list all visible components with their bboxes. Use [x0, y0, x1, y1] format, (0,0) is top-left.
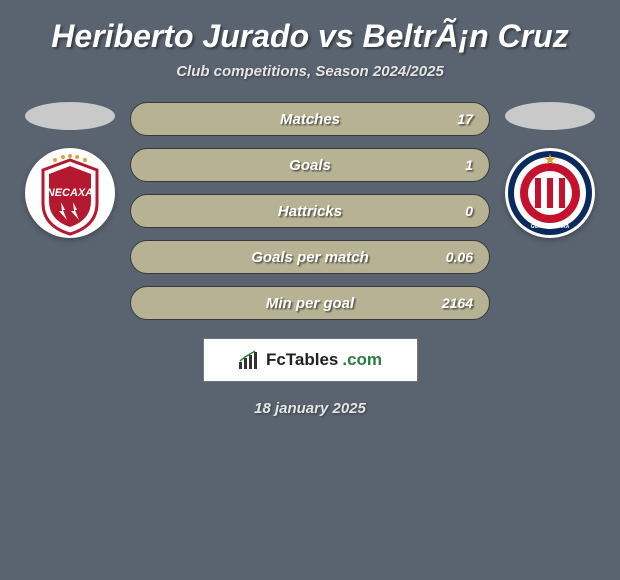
right-club-badge: GUADALAJARA — [505, 148, 595, 238]
brand-suffix: .com — [342, 350, 382, 370]
brand-name: FcTables — [266, 350, 338, 370]
stat-label: Goals per match — [251, 249, 369, 266]
stat-value-right: 0 — [465, 203, 473, 219]
stat-value-right: 17 — [457, 111, 473, 127]
date-line: 18 january 2025 — [10, 382, 610, 417]
left-player-column: NECAXA — [20, 102, 120, 238]
subtitle: Club competitions, Season 2024/2025 — [10, 63, 610, 102]
left-player-placeholder — [25, 102, 115, 130]
stat-bar-goals-per-match: Goals per match 0.06 — [130, 240, 490, 274]
stat-label: Min per goal — [266, 295, 354, 312]
page-title: Heriberto Jurado vs BeltrÃ¡n Cruz — [10, 0, 610, 63]
stat-label: Matches — [280, 111, 340, 128]
stats-column: Matches 17 Goals 1 Hattricks 0 Goals per… — [130, 102, 490, 320]
stat-label: Hattricks — [278, 203, 342, 220]
chivas-badge-icon: GUADALAJARA — [505, 148, 595, 238]
right-player-placeholder — [505, 102, 595, 130]
stat-bar-goals: Goals 1 — [130, 148, 490, 182]
right-player-column: GUADALAJARA — [500, 102, 600, 238]
svg-text:NECAXA: NECAXA — [47, 187, 94, 199]
stat-bar-min-per-goal: Min per goal 2164 — [130, 286, 490, 320]
necaxa-badge-icon: NECAXA — [25, 148, 115, 238]
stat-value-right: 2164 — [442, 295, 473, 311]
stat-bar-hattricks: Hattricks 0 — [130, 194, 490, 228]
stat-label: Goals — [289, 157, 331, 174]
brand-watermark[interactable]: FcTables.com — [203, 338, 418, 382]
stat-value-right: 0.06 — [446, 249, 473, 265]
chart-icon — [238, 350, 260, 370]
stat-bar-matches: Matches 17 — [130, 102, 490, 136]
left-club-badge: NECAXA — [25, 148, 115, 238]
comparison-panel: NECAXA Matches 17 Goals — [10, 102, 610, 320]
svg-text:GUADALAJARA: GUADALAJARA — [531, 224, 570, 230]
stat-value-right: 1 — [465, 157, 473, 173]
